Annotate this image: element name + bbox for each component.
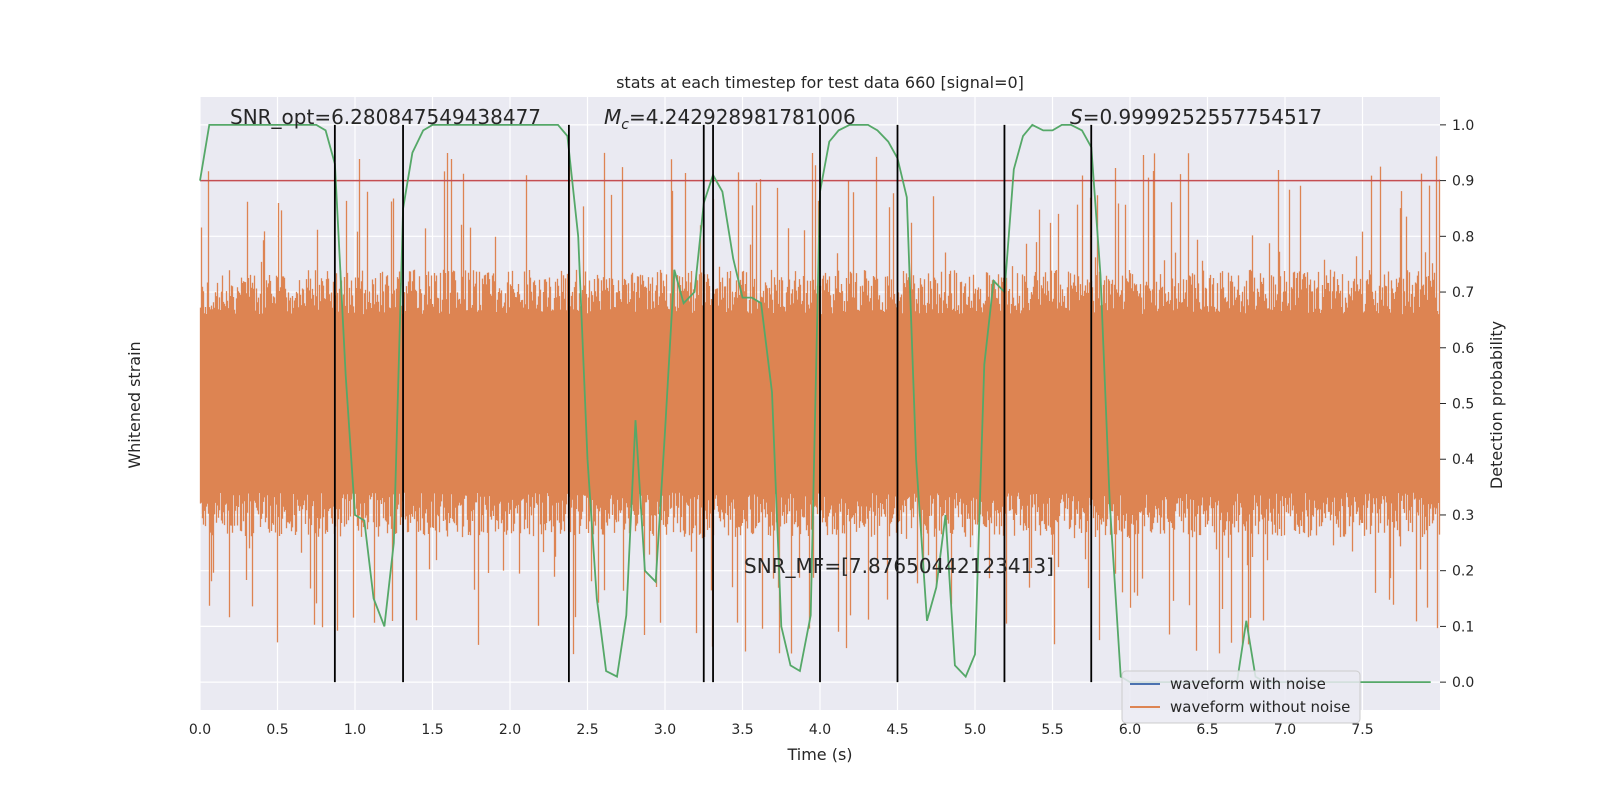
y-tick-label: 0.8 [1452,229,1474,245]
y-tick-label: 0.2 [1452,564,1474,580]
x-tick-label: 1.5 [421,722,443,738]
x-axis-label: Time (s) [786,745,852,764]
y-tick-label: 1.0 [1452,118,1474,134]
s-annotation: S=0.9999252557754517 [1070,105,1322,129]
x-tick-label: 7.5 [1351,722,1373,738]
x-tick-label: 2.5 [576,722,598,738]
legend-box [1121,670,1361,724]
mc-value: =4.242928981781006 [629,105,856,129]
mc-subscript: c [621,117,629,133]
y-right-axis-label: Detection probability [1487,321,1506,489]
x-tick-label: 7.0 [1274,722,1296,738]
x-tick-label: 6.0 [1119,722,1141,738]
x-tick-label: 4.5 [886,722,908,738]
snr-mf-annotation: SNR_MF=[7.87650442123413] [744,554,1054,578]
x-tick-label: 3.5 [731,722,753,738]
chirp-mass-annotation: Mc=4.242928981781006 [604,105,856,133]
y-tick-label: 0.7 [1452,285,1474,301]
s-value: =0.9999252557754517 [1083,105,1322,129]
chart-title: stats at each timestep for test data 660… [616,73,1024,92]
legend-label-without-noise: waveform without noise [1170,698,1350,716]
vertical-markers [333,124,1093,683]
legend: waveform with noise waveform without noi… [1121,670,1361,724]
y-tick-label: 0.6 [1452,341,1474,357]
y-tick-label: 0.0 [1452,675,1474,691]
x-tick-label: 0.0 [189,722,211,738]
x-axis-ticks: 0.0 0.5 1.0 1.5 2.0 2.5 3.0 3.5 4.0 4.5 5.0 5.5 6.0 6… [189,722,1374,738]
y-tick-label: 0.3 [1452,508,1474,524]
legend-label-with-noise: waveform with noise [1170,675,1326,693]
y-tick-label: 0.1 [1452,619,1474,635]
y-tick-label: 0.5 [1452,397,1474,413]
mc-symbol: M [604,105,621,129]
x-tick-label: 3.0 [654,722,676,738]
snr-opt-annotation: SNR_opt=6.280847549438477 [230,105,541,129]
x-tick-label: 6.5 [1196,722,1218,738]
x-tick-label: 1.0 [344,722,366,738]
x-tick-label: 2.0 [499,722,521,738]
x-tick-label: 5.0 [964,722,986,738]
x-tick-label: 0.5 [266,722,288,738]
y-tick-label: 0.4 [1452,452,1474,468]
y-tick-label: 0.9 [1452,174,1474,190]
x-tick-label: 5.5 [1041,722,1063,738]
y-left-axis-label: Whitened strain [125,341,144,468]
x-tick-label: 4.0 [809,722,831,738]
s-symbol: S [1070,105,1083,129]
y-right-axis-ticks: 0.0 0.1 0.2 0.3 0.4 0.5 0.6 0.7 0.8 0.9 1.0 [1440,118,1474,691]
